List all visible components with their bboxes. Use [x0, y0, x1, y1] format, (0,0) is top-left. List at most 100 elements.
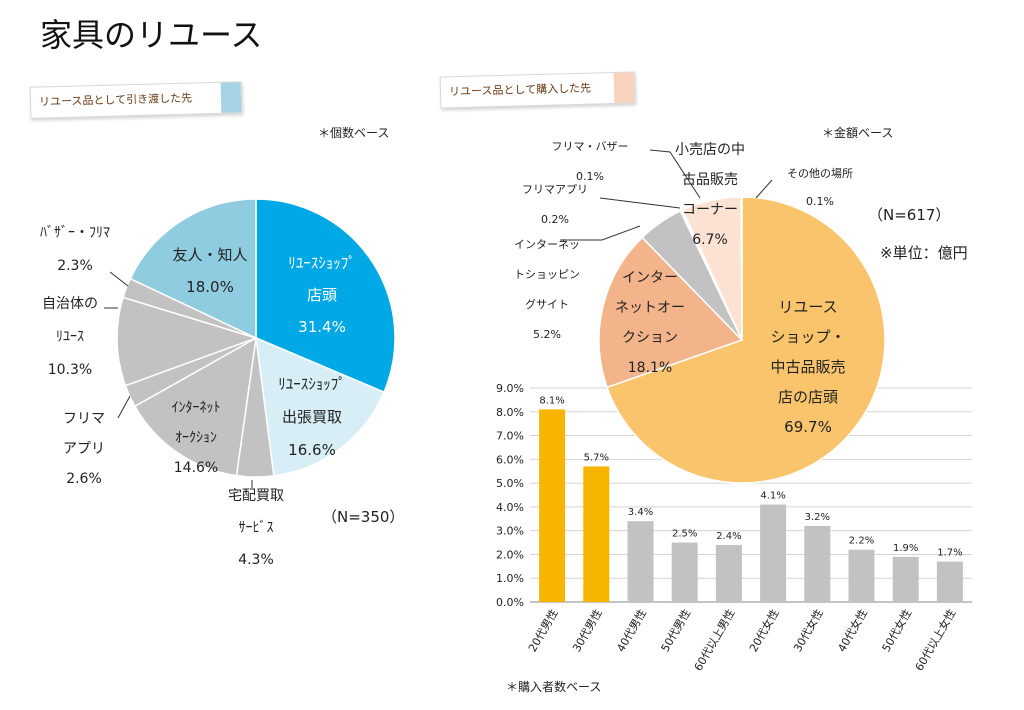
handover-pie-label-7-line-1: 18.0%	[186, 278, 234, 296]
right-n-note: （N=617）	[868, 206, 951, 224]
bar-ytick-label-7: 7.0%	[496, 430, 524, 443]
purchase-pie-leader-3	[599, 197, 681, 209]
bar-ytick-label-3: 3.0%	[496, 525, 524, 538]
right-base-note: ＊金額ベース	[822, 126, 894, 140]
bar-value-label-6: 3.2%	[805, 512, 830, 523]
bar-ytick-label-0: 0.0%	[496, 596, 524, 609]
handover-pie-slice-1	[255, 336, 386, 477]
bar-value-label-5: 4.1%	[760, 491, 785, 502]
bar-value-label-8: 1.9%	[893, 543, 918, 554]
bar-category-label-7: 40代女性	[834, 607, 870, 655]
purchase-pie-label-0-line-4: 69.7%	[784, 418, 832, 436]
handover-pie-label-4-line-1: アプリ	[63, 441, 105, 457]
bar-category-label-2: 40代男性	[613, 607, 649, 655]
bar-ytick-label-2: 2.0%	[496, 548, 524, 561]
handover-pie-label-3-line-1: ｵｰｸｼｮﾝ	[175, 430, 217, 446]
bar-value-label-9: 1.7%	[937, 548, 962, 559]
bar-ytick-label-9: 9.0%	[496, 382, 524, 395]
handover-pie-label-3-line-2: 14.6%	[174, 460, 218, 476]
bar-5	[760, 504, 787, 602]
bar-ytick-label-1: 1.0%	[496, 572, 524, 585]
bar-ytick-label-8: 8.0%	[496, 406, 524, 419]
right-unit-note: ※単位：億円	[880, 244, 968, 262]
purchase-pie-label-0-line-3: 店の店頭	[778, 388, 838, 406]
purchase-pie-slice-6	[740, 196, 743, 341]
bar-ytick-label-5: 5.0%	[496, 477, 524, 490]
purchase-pie-label-3-line-0: フリマアプリ	[522, 183, 588, 196]
purchase-pie-label-6-line-0: その他の場所	[787, 167, 853, 180]
bar-7	[848, 549, 875, 602]
purchase-pie-label-5-line-3: 6.7%	[692, 232, 728, 248]
purchase-pie-label-2-line-1: トショッピン	[514, 268, 580, 281]
bar-value-label-7: 2.2%	[849, 536, 874, 547]
bar-value-label-3: 2.5%	[672, 529, 697, 540]
bar-ytick-label-6: 6.0%	[496, 453, 524, 466]
handover-pie-slice-3	[133, 336, 257, 477]
handover-pie-label-2-line-2: 4.3%	[238, 552, 274, 568]
page-title: 家具のリユース	[40, 16, 263, 54]
handover-pie-leader-4	[117, 395, 131, 419]
bar-8	[892, 556, 919, 602]
purchase-pie-label-5-line-2: コーナー	[682, 202, 738, 218]
handover-pie-label-6-line-1: 2.3%	[57, 258, 93, 274]
handover-pie-label-5-line-1: ﾘﾕｰｽ	[56, 329, 84, 345]
bar-category-label-8: 50代女性	[879, 607, 915, 655]
handover-pie-label-0-line-2: 31.4%	[298, 318, 346, 336]
handover-pie-label-4-line-0: フリマ	[63, 411, 105, 427]
bar-4	[715, 544, 742, 602]
handover-pie-label-0-line-0: ﾘﾕｰｽｼｮｯﾌﾟ	[288, 254, 356, 272]
purchase-pie-label-4-line-1: 0.1%	[576, 170, 604, 183]
handover-pie-label-4-line-2: 2.6%	[66, 471, 102, 487]
purchase-pie-leader-2	[560, 225, 641, 241]
purchase-pie-slice-0	[606, 196, 886, 484]
handover-pie-label-5-line-2: 10.3%	[48, 362, 92, 378]
bar-0	[539, 409, 566, 602]
handover-pie-leader-6	[109, 271, 129, 287]
handover-pie-label-6-line-0: ﾊﾞｻﾞｰ・ﾌﾘﾏ	[40, 225, 110, 241]
purchase-pie-label-1-line-0: インター	[622, 270, 678, 286]
purchase-pie-label-5-line-1: 古品販売	[682, 172, 738, 188]
bar-value-label-1: 5.7%	[584, 452, 609, 463]
purchase-pie-label-1-line-3: 18.1%	[628, 360, 672, 376]
left-n-note: （N=350）	[322, 508, 405, 526]
purchase-pie-label-2-line-3: 5.2%	[533, 328, 561, 341]
purchase-pie-label-0-line-1: ショップ・	[770, 328, 845, 346]
bar-3	[671, 542, 698, 602]
handover-pie-slice-7	[129, 198, 257, 340]
bar-1	[583, 466, 610, 602]
handover-pie-slice-5	[116, 296, 259, 387]
purchase-pie-label-0-line-0: リユース	[778, 298, 837, 316]
handover-pie-chart: ﾘﾕｰｽｼｮｯﾌﾟ 店頭 31.4% ﾘﾕｰｽｼｮｯﾌﾟ 出張買取 16.6% 宅配買取 ｻｰ…	[40, 198, 396, 568]
purchase-pie-label-1-line-1: ネットオー	[615, 300, 685, 316]
handover-pie-label-1-line-0: ﾘﾕｰｽｼｮｯﾌﾟ	[278, 375, 346, 393]
bar-category-label-6: 30代女性	[790, 607, 826, 655]
left-base-note: ＊個数ベース	[318, 126, 390, 140]
bar-category-label-1: 30代男性	[569, 607, 605, 655]
purchase-pie-label-5-line-0: 小売店の中	[675, 142, 745, 158]
bar-value-label-2: 3.4%	[628, 507, 653, 518]
purchase-pie-label-0-line-2: 中古品販売	[770, 358, 845, 376]
purchase-pie-label-1-line-2: クション	[622, 330, 678, 346]
purchase-pie-label-2-line-0: インターネッ	[514, 238, 580, 251]
bar-2	[627, 521, 654, 602]
handover-pie-slice-0	[255, 198, 396, 394]
purchase-pie-leader-4	[649, 149, 701, 199]
handover-pie-label-0-line-1: 店頭	[307, 286, 337, 304]
bar-category-label-3: 50代男性	[658, 607, 694, 655]
handover-pie-label-7-line-0: 友人・知人	[172, 246, 247, 264]
bar-value-label-4: 2.4%	[716, 531, 741, 542]
purchase-pie-label-3-line-1: 0.2%	[541, 213, 569, 226]
purchase-pie-label-6-line-1: 0.1%	[806, 195, 834, 208]
purchase-pie-leader-6	[755, 179, 773, 199]
purchase-pie-label-2-line-2: グサイト	[525, 297, 569, 311]
bar-base-note: ＊購入者数ベース	[506, 680, 602, 694]
bar-ytick-label-4: 4.0%	[496, 501, 524, 514]
bar-9	[936, 561, 963, 602]
bar-category-label-9: 60代以上女性	[912, 607, 959, 674]
bar-6	[804, 525, 831, 602]
bar-category-label-4: 60代以上男性	[691, 607, 738, 674]
handover-pie-label-1-line-2: 16.6%	[288, 441, 336, 459]
purchase-pie-slice-1	[598, 236, 744, 389]
